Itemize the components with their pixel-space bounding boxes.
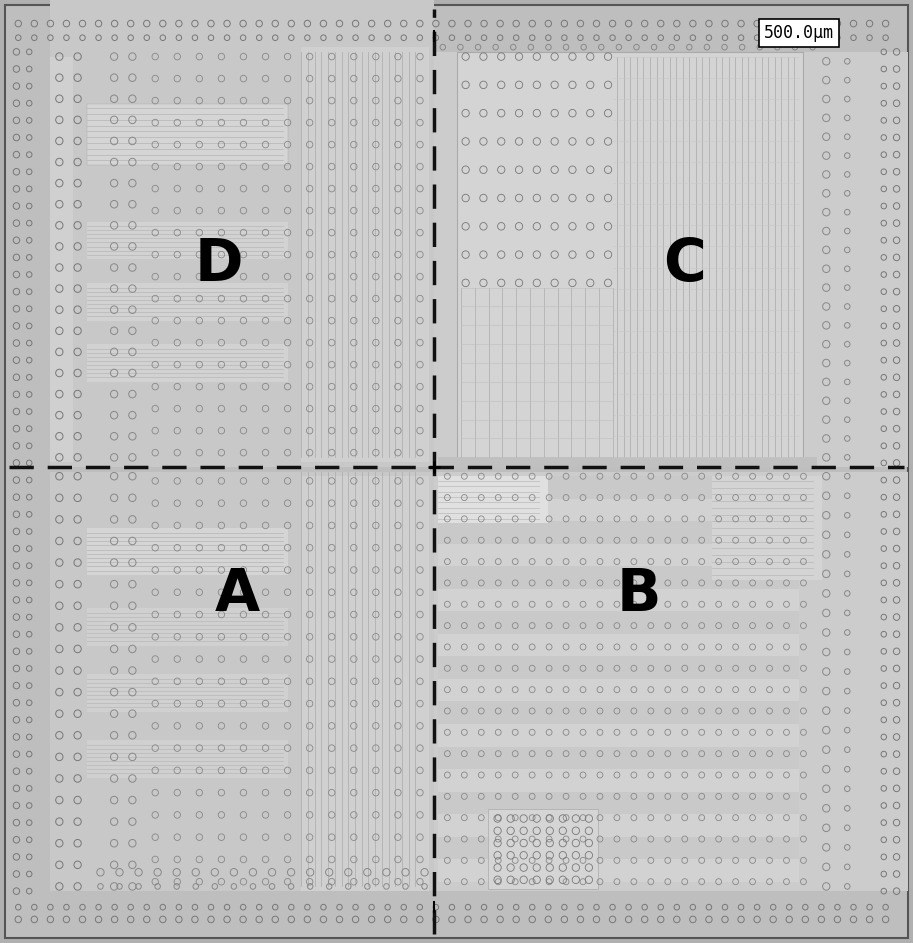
Text: C: C xyxy=(664,236,706,292)
Bar xyxy=(488,809,598,889)
Bar xyxy=(438,588,799,611)
Text: B: B xyxy=(617,566,661,622)
Bar xyxy=(438,769,799,791)
Bar xyxy=(438,634,799,656)
Bar xyxy=(438,499,799,521)
Bar xyxy=(87,674,288,712)
Bar xyxy=(456,52,803,462)
Text: 500.0μm: 500.0μm xyxy=(764,24,834,42)
Bar xyxy=(438,521,799,544)
Bar xyxy=(87,740,288,778)
Bar xyxy=(50,57,73,462)
Bar xyxy=(87,104,288,165)
Bar xyxy=(50,472,434,891)
Bar xyxy=(87,344,288,382)
Bar xyxy=(438,679,799,702)
Bar xyxy=(87,222,288,259)
Bar xyxy=(87,104,288,165)
Bar xyxy=(438,544,799,567)
Bar xyxy=(712,476,822,580)
Bar xyxy=(438,859,799,882)
Bar xyxy=(438,476,548,523)
Bar xyxy=(438,611,799,634)
Bar xyxy=(438,724,799,747)
Bar xyxy=(438,814,799,836)
Bar xyxy=(438,567,799,588)
Text: D: D xyxy=(194,236,244,292)
Bar xyxy=(301,476,429,891)
Bar xyxy=(301,47,429,462)
Bar xyxy=(438,656,799,679)
Bar xyxy=(87,283,288,321)
Bar xyxy=(438,747,799,769)
Text: A: A xyxy=(215,566,260,622)
Bar xyxy=(438,702,799,724)
Bar xyxy=(87,528,288,575)
Bar xyxy=(87,608,288,646)
Bar xyxy=(438,836,799,859)
Bar xyxy=(50,0,434,467)
Bar xyxy=(434,52,908,467)
Bar xyxy=(438,476,799,499)
Bar xyxy=(438,457,817,467)
Bar xyxy=(438,791,799,814)
Bar xyxy=(434,472,908,891)
